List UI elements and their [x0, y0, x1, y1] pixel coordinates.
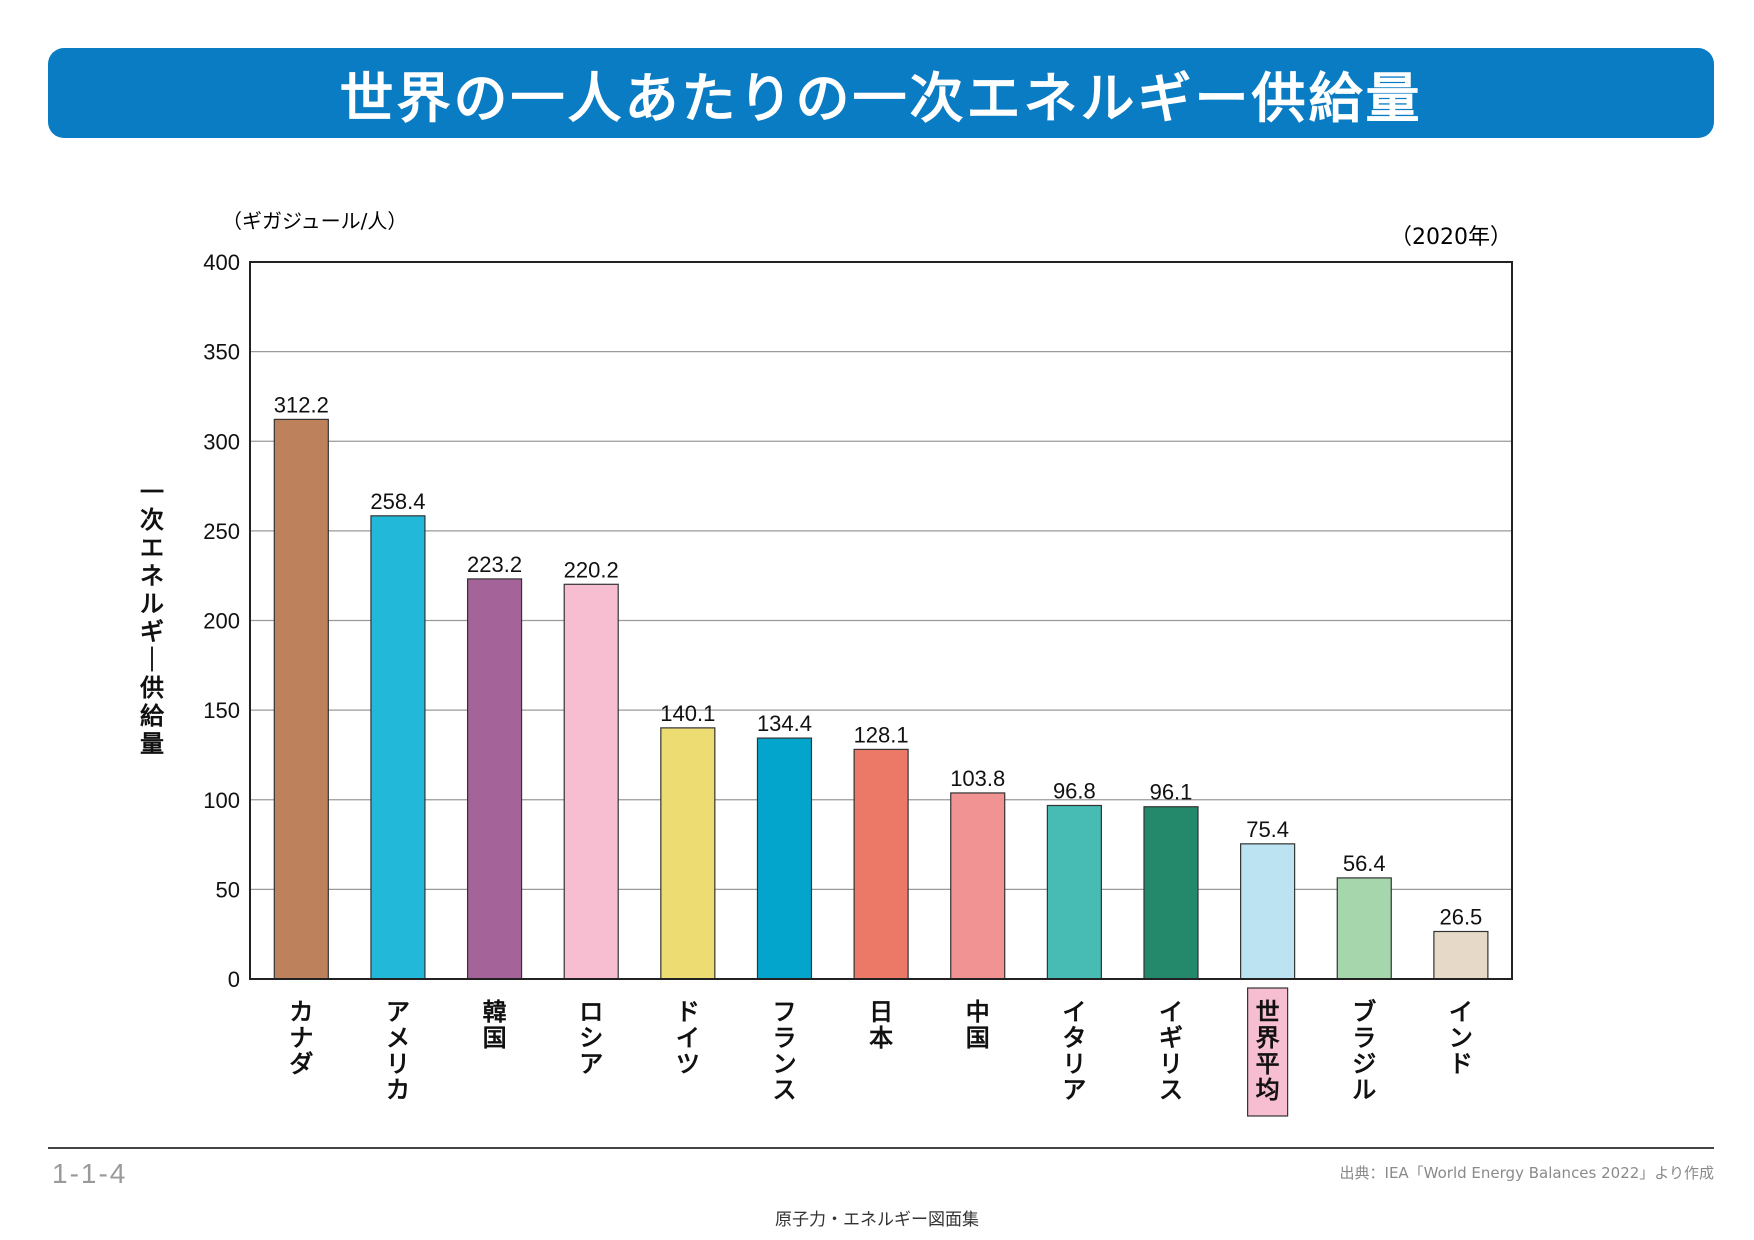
- y-tick-label: 300: [203, 429, 240, 454]
- plot-frame: [249, 261, 1513, 980]
- bars: [273, 418, 1489, 980]
- bar: [950, 792, 1006, 980]
- bar: [1433, 930, 1489, 980]
- footer-divider: [48, 1147, 1714, 1149]
- y-tick-label: 350: [203, 340, 240, 365]
- value-label: 56.4: [1343, 851, 1386, 876]
- title-bar: 世界の一人あたりの一次エネルギー供給量: [48, 48, 1714, 138]
- category-label: イタリア: [1062, 998, 1086, 1104]
- booklet-title: 原子力・エネルギー図面集: [775, 1210, 979, 1230]
- y-tick-label: 50: [216, 877, 240, 902]
- value-label: 26.5: [1439, 904, 1482, 929]
- source-note: 出典：IEA「World Energy Balances 2022」より作成: [1339, 1164, 1714, 1182]
- value-label: 103.8: [950, 766, 1005, 791]
- category-label: ブラジル: [1352, 998, 1376, 1104]
- unit-label: （ギガジュール/人）: [222, 209, 407, 233]
- bar: [853, 748, 909, 980]
- bar: [1336, 877, 1392, 980]
- value-label: 128.1: [854, 722, 909, 747]
- bar: [273, 418, 329, 980]
- gridlines: [250, 351, 1512, 890]
- bar-chart: 0 50 100 150 200 250 300 350 400 312.2 258.4 223.2…: [139, 209, 1513, 1117]
- category-label: 世界平均: [1256, 998, 1280, 1104]
- y-tick-label: 400: [203, 250, 240, 275]
- y-tick-label: 0: [228, 967, 240, 992]
- y-tick-label: 150: [203, 698, 240, 723]
- category-label: インド: [1449, 998, 1473, 1078]
- y-tick-label: 250: [203, 519, 240, 544]
- value-label: 223.2: [467, 552, 522, 577]
- page-title: 世界の一人あたりの一次エネルギー供給量: [339, 66, 1423, 130]
- category-labels: カナダ アメリカ 韓国 ロシア ドイツ フランス 日本 中国 イタリア イギリス 世界平均 ブラジル イ…: [289, 987, 1473, 1117]
- category-label: フランス: [772, 998, 796, 1104]
- category-label: 日本: [869, 998, 893, 1052]
- y-axis-label-text: 一次エネルギ｜供給量: [139, 478, 165, 758]
- bar: [563, 583, 619, 980]
- y-tick-label: 200: [203, 609, 240, 634]
- bar: [1046, 804, 1102, 980]
- category-label: ロシア: [579, 998, 603, 1078]
- value-label: 75.4: [1246, 817, 1289, 842]
- y-tick-label: 100: [203, 788, 240, 813]
- value-label: 134.4: [757, 711, 812, 736]
- value-label: 258.4: [370, 489, 425, 514]
- category-label: イギリス: [1159, 998, 1183, 1104]
- value-labels: 312.2 258.4 223.2 220.2 140.1 134.4 128.1 103.8…: [274, 392, 1483, 929]
- category-label: ドイツ: [676, 998, 700, 1078]
- y-axis-label: 一次エネルギ｜供給量: [139, 478, 165, 758]
- value-label: 96.1: [1150, 780, 1193, 805]
- bar: [1240, 843, 1296, 980]
- y-axis-ticks: 0 50 100 150 200 250 300 350 400: [203, 250, 240, 992]
- category-label: 韓国: [483, 998, 507, 1052]
- category-label: カナダ: [289, 998, 313, 1078]
- bar: [1143, 806, 1199, 980]
- highlight-box: [1247, 987, 1289, 1117]
- year-label: （2020年）: [1390, 225, 1512, 250]
- bar: [660, 727, 716, 980]
- value-label: 220.2: [564, 557, 619, 582]
- bar: [466, 578, 523, 980]
- bar: [370, 515, 426, 980]
- value-label: 96.8: [1053, 778, 1096, 803]
- category-label: 中国: [966, 998, 990, 1052]
- page-number: 1-1-4: [52, 1158, 128, 1189]
- category-label: アメリカ: [386, 998, 410, 1104]
- bar: [756, 737, 813, 980]
- value-label: 140.1: [660, 701, 715, 726]
- value-label: 312.2: [274, 392, 329, 417]
